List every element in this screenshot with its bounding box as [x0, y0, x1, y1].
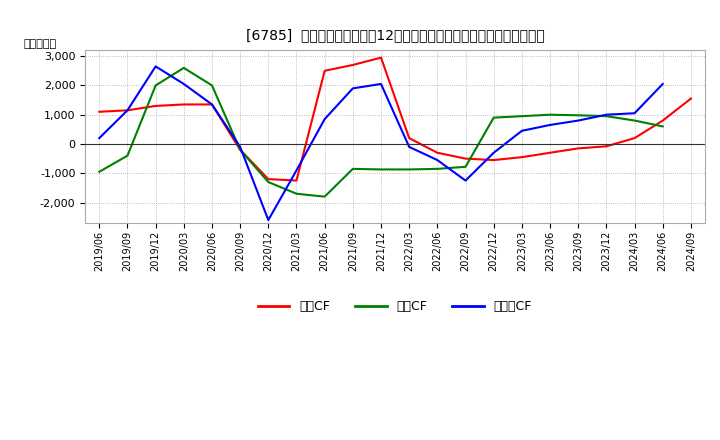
- Title: [6785]  キャッシュフローの12か月移動合計の対前年同期増減額の推移: [6785] キャッシュフローの12か月移動合計の対前年同期増減額の推移: [246, 28, 544, 42]
- Legend: 営業CF, 投資CF, フリーCF: 営業CF, 投資CF, フリーCF: [253, 295, 537, 318]
- Y-axis label: （百万円）: （百万円）: [23, 39, 56, 48]
